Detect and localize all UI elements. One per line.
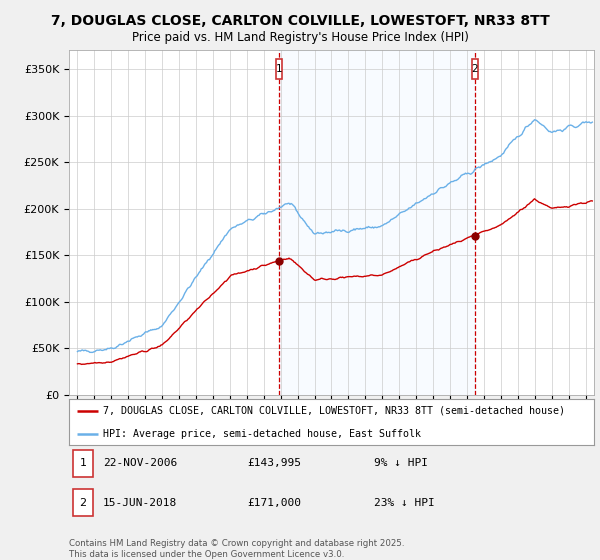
FancyBboxPatch shape: [276, 59, 282, 80]
Text: £171,000: £171,000: [248, 498, 302, 507]
Text: 1: 1: [80, 459, 86, 468]
Text: 7, DOUGLAS CLOSE, CARLTON COLVILLE, LOWESTOFT, NR33 8TT: 7, DOUGLAS CLOSE, CARLTON COLVILLE, LOWE…: [50, 14, 550, 28]
Text: 7, DOUGLAS CLOSE, CARLTON COLVILLE, LOWESTOFT, NR33 8TT (semi-detached house): 7, DOUGLAS CLOSE, CARLTON COLVILLE, LOWE…: [103, 406, 565, 416]
Text: HPI: Average price, semi-detached house, East Suffolk: HPI: Average price, semi-detached house,…: [103, 429, 421, 438]
Text: 15-JUN-2018: 15-JUN-2018: [103, 498, 178, 507]
Text: 1: 1: [275, 64, 283, 74]
FancyBboxPatch shape: [472, 59, 478, 80]
Text: Contains HM Land Registry data © Crown copyright and database right 2025.
This d: Contains HM Land Registry data © Crown c…: [69, 539, 404, 559]
Text: 23% ↓ HPI: 23% ↓ HPI: [373, 498, 434, 507]
Text: £143,995: £143,995: [248, 459, 302, 468]
Bar: [279, 50, 475, 395]
Text: 9% ↓ HPI: 9% ↓ HPI: [373, 459, 427, 468]
FancyBboxPatch shape: [73, 450, 93, 477]
Text: 22-NOV-2006: 22-NOV-2006: [103, 459, 178, 468]
Text: Price paid vs. HM Land Registry's House Price Index (HPI): Price paid vs. HM Land Registry's House …: [131, 31, 469, 44]
Text: 2: 2: [80, 498, 87, 507]
FancyBboxPatch shape: [73, 489, 93, 516]
Text: 2: 2: [472, 64, 478, 74]
